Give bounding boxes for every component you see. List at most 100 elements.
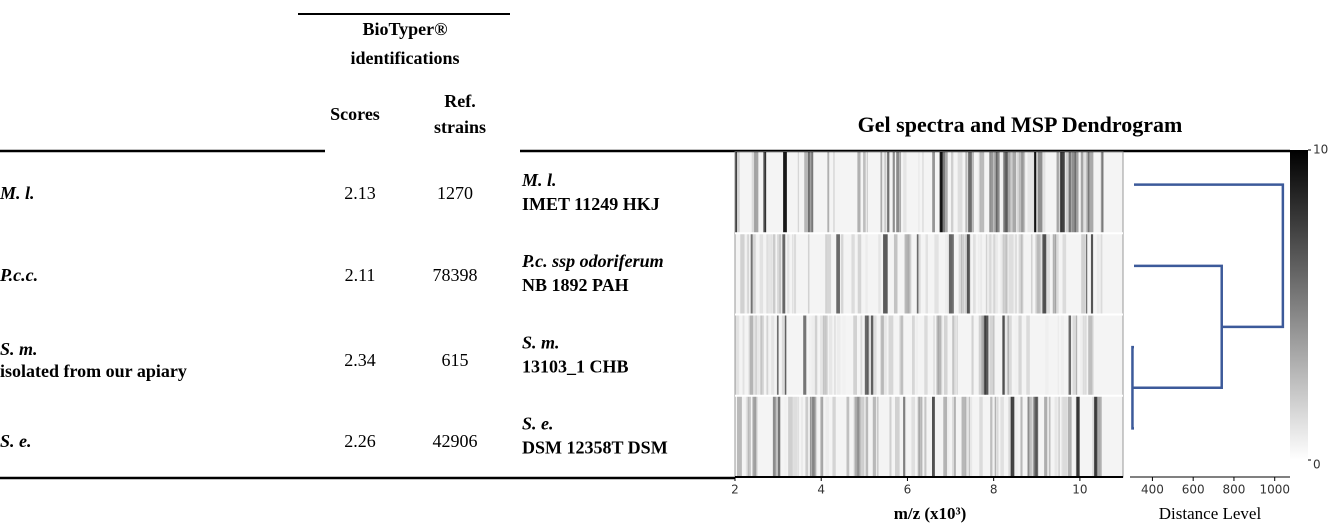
x-axis-label: m/z (x10³) [894,504,967,523]
gel-band [1031,233,1033,315]
gel-band [807,233,810,315]
gel-band [766,314,768,396]
gel-band [740,233,745,315]
gel-band [828,314,833,396]
gel-band [880,314,884,396]
gel-band [880,152,883,234]
gel-band [1095,395,1097,477]
gel-band [943,152,948,234]
gel-band [994,395,997,477]
gel-band [820,395,824,477]
gel-band [916,233,921,315]
gel-band [832,152,835,234]
x-tick-label: 800 [1222,483,1245,497]
organism: S. m. [0,339,38,359]
x-tick-label: 8 [990,483,998,497]
gel-band [821,395,824,477]
strain-label: DSM 12358T DSM [522,438,668,458]
dendrogram-link [1132,264,1223,389]
gel-band [1101,152,1104,234]
gel-band [979,395,983,477]
gel-band [1044,396,1048,477]
gel-band [748,314,753,396]
gel-band [1046,233,1050,315]
gel-band [933,314,935,396]
gel-band [903,395,905,477]
gel-band [1015,315,1018,396]
gel-band [872,395,876,477]
gel-band [779,233,782,315]
gel-band [782,233,786,315]
gel-band [957,152,963,234]
gel-band [878,233,881,315]
gel-band [1018,152,1024,234]
gel-band [772,395,777,477]
gel-band [749,314,754,396]
gel-band [1061,152,1065,234]
gel-band [760,314,764,396]
gel-band [1096,233,1100,315]
gel-band [1018,233,1024,315]
gel-band [1076,314,1078,396]
gel-band [735,152,738,234]
x-tick-label: 6 [904,483,912,497]
gel-band [1008,233,1014,315]
gel-band [863,152,866,234]
gel-band [1042,233,1047,315]
gel-band [1057,152,1060,234]
x-tick-label: 600 [1182,483,1205,497]
gel-band [1011,152,1013,234]
gel-band [982,314,985,396]
gel-band [809,152,814,234]
gel-band [1007,314,1012,396]
gel-band [1005,152,1008,234]
gel-band [824,314,827,396]
gel-band [950,152,954,234]
gel-band [791,233,794,315]
gel-band [805,395,809,477]
gel-band [871,314,874,396]
gel-band [853,314,858,396]
gel-band [1041,233,1043,315]
gel-band [809,315,810,396]
gel-band [1068,152,1072,234]
gel-band [1072,314,1077,396]
gel-band [1099,395,1102,477]
ref-strain: 1270 [437,183,473,203]
gel-band [918,152,920,234]
gel-band [827,152,830,234]
gel-band [956,314,958,396]
gel-band [759,314,763,396]
gel-band [905,233,910,315]
gel-band [985,314,989,396]
gel-band [1090,233,1094,315]
gel-band [768,233,773,315]
gel-band [952,314,954,396]
gel-band [978,233,979,314]
gel-band [834,314,836,396]
gel-band [940,396,943,477]
gel-band [777,395,781,477]
x-tick-label: 400 [1141,483,1164,497]
gel-band [1043,233,1046,315]
gel-band [995,152,1000,234]
gel-band [989,152,992,234]
gel-band [1011,152,1013,234]
x-tick-label: 2 [731,483,739,497]
gel-band [1044,395,1048,477]
gel-band [953,395,956,477]
strain-label: IMET 11249 HKJ [522,194,660,214]
gel-band [985,233,988,315]
gel-band [1034,395,1037,477]
gel-band [840,233,844,315]
ref-strain: 42906 [433,431,478,451]
gel-band [934,233,939,315]
gel-band [904,233,907,315]
gel-band [1027,395,1032,477]
gel-band [776,314,779,396]
gel-band [779,152,782,233]
gel-band [903,152,907,234]
gel-band [1081,233,1086,315]
gel-band [1016,152,1020,234]
gel-band [881,314,884,396]
